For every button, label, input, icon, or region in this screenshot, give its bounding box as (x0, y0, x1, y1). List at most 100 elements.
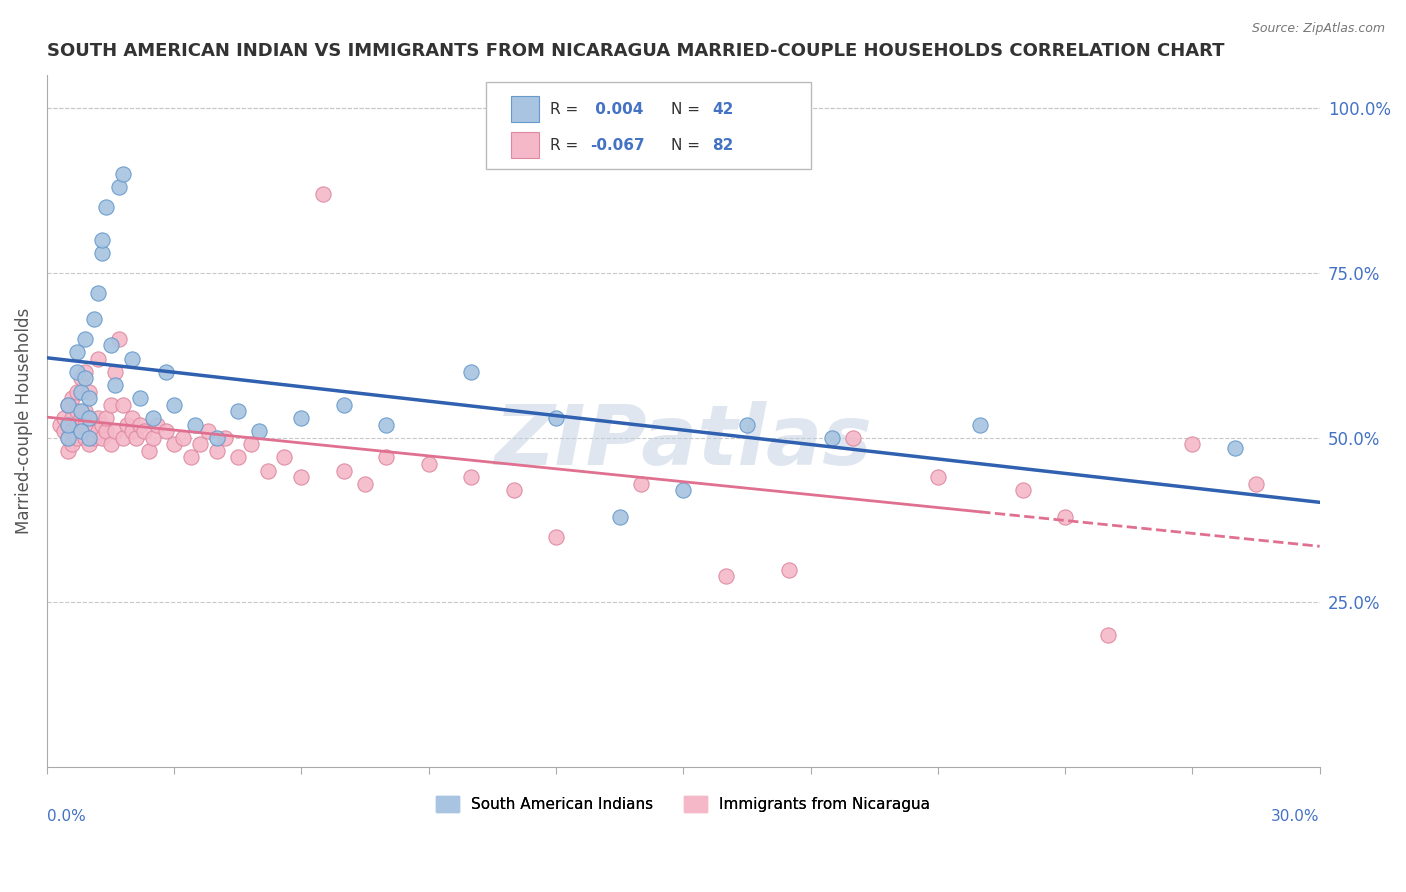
Point (714, 569, 737, 583)
Point (69, 371, 91, 385)
Text: N =: N = (671, 138, 704, 153)
Text: 82: 82 (713, 138, 734, 153)
Point (100, 398, 122, 412)
Point (214, 431, 236, 445)
Point (56, 398, 79, 412)
Text: R =: R = (550, 102, 582, 117)
Point (60, 424, 83, 438)
Point (75, 371, 97, 385)
Point (205, 431, 228, 445)
Point (226, 450, 249, 465)
Point (375, 450, 398, 465)
Point (375, 417, 398, 432)
Point (79, 384, 101, 399)
Point (1054, 509, 1077, 524)
Point (121, 351, 143, 366)
Point (544, 530, 567, 544)
Text: 0.0%: 0.0% (46, 809, 86, 824)
Legend: South American Indians, Immigrants from Nicaragua: South American Indians, Immigrants from … (430, 790, 936, 819)
Point (418, 457, 440, 471)
Point (108, 180, 131, 194)
Point (142, 431, 165, 445)
Point (91, 431, 114, 445)
Point (56, 398, 79, 412)
Point (226, 404, 249, 418)
Point (52, 424, 75, 438)
Point (69, 424, 91, 438)
Point (56, 443, 79, 458)
Point (56, 431, 79, 445)
Point (1097, 628, 1119, 642)
Point (460, 470, 482, 484)
Point (104, 424, 127, 438)
Point (96, 424, 118, 438)
Point (134, 424, 156, 438)
Point (1181, 437, 1204, 451)
Point (48, 417, 70, 432)
Text: 30.0%: 30.0% (1271, 809, 1320, 824)
Point (83, 417, 105, 432)
Text: R =: R = (550, 138, 582, 153)
Point (146, 417, 169, 432)
Point (112, 167, 135, 181)
Point (65, 404, 87, 418)
Point (333, 464, 356, 478)
Point (108, 332, 131, 346)
Point (460, 365, 482, 379)
Point (79, 431, 101, 445)
Point (247, 424, 270, 438)
FancyBboxPatch shape (512, 132, 540, 158)
Point (56, 431, 79, 445)
Point (75, 332, 97, 346)
Point (69, 404, 91, 418)
Point (117, 417, 139, 432)
Point (180, 450, 202, 465)
Point (735, 417, 758, 432)
Point (155, 365, 177, 379)
Point (60, 437, 83, 451)
Point (91, 246, 114, 260)
Point (256, 464, 278, 478)
Point (69, 411, 91, 425)
Point (91, 233, 114, 247)
Point (79, 437, 101, 451)
Point (142, 411, 165, 425)
Point (83, 431, 105, 445)
Point (129, 391, 152, 405)
Point (290, 470, 312, 484)
Point (1011, 483, 1033, 498)
Point (87, 285, 110, 300)
Point (91, 417, 114, 432)
Point (65, 431, 87, 445)
Point (100, 338, 122, 352)
Point (56, 417, 79, 432)
Text: N =: N = (671, 102, 704, 117)
Point (60, 391, 83, 405)
Point (138, 443, 160, 458)
Point (60, 411, 83, 425)
Point (79, 411, 101, 425)
Point (79, 424, 101, 438)
Point (52, 411, 75, 425)
Point (155, 424, 177, 438)
Point (104, 378, 127, 392)
Point (1244, 476, 1267, 491)
Point (96, 200, 118, 214)
Text: 42: 42 (713, 102, 734, 117)
Point (87, 424, 110, 438)
Point (65, 384, 87, 399)
Point (96, 411, 118, 425)
Point (163, 398, 186, 412)
Point (1223, 441, 1246, 455)
Point (821, 431, 844, 445)
Point (112, 431, 135, 445)
Point (609, 509, 631, 524)
Point (239, 437, 262, 451)
Point (672, 483, 695, 498)
FancyBboxPatch shape (486, 82, 810, 169)
Point (172, 431, 194, 445)
Text: 0.004: 0.004 (591, 102, 644, 117)
Point (188, 437, 211, 451)
Point (129, 417, 152, 432)
Text: Source: ZipAtlas.com: Source: ZipAtlas.com (1251, 22, 1385, 36)
